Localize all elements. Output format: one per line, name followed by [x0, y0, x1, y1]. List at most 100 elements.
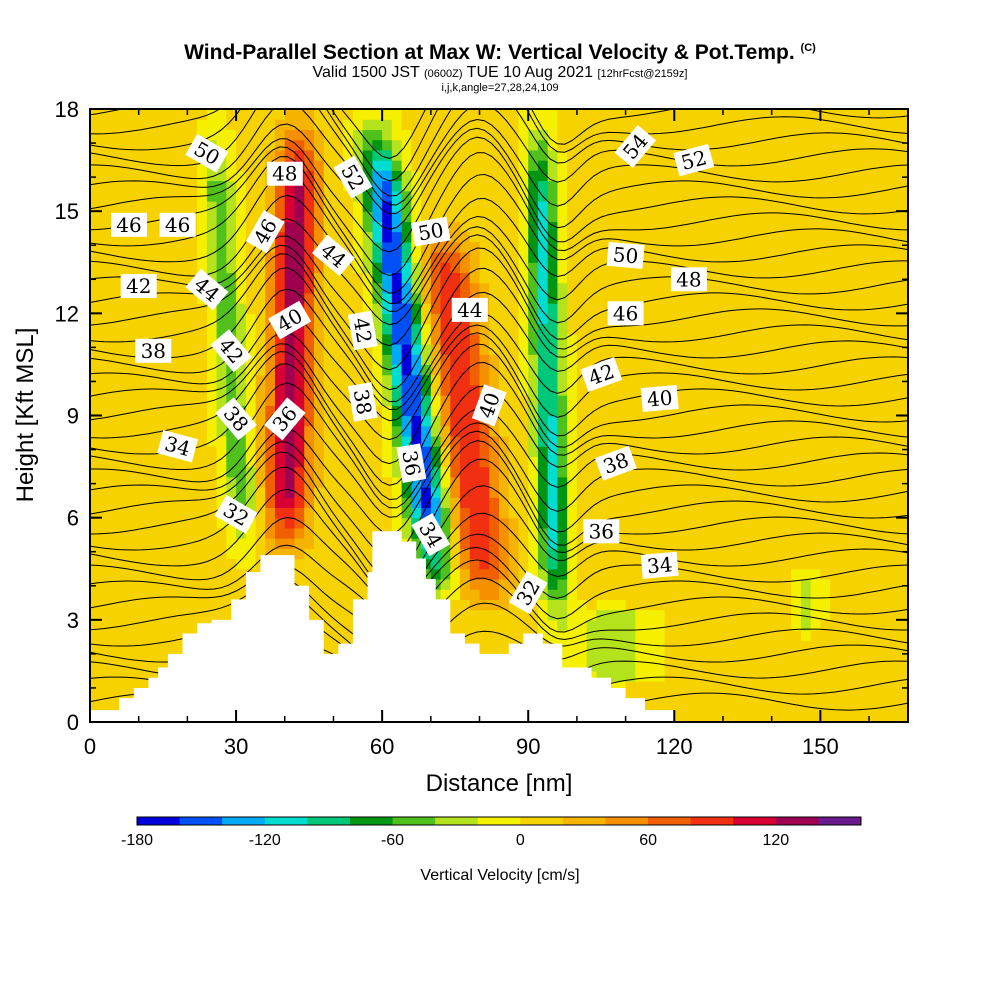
velocity-cell — [684, 691, 695, 703]
velocity-cell — [849, 609, 860, 621]
velocity-cell — [625, 599, 636, 611]
velocity-cell — [479, 333, 490, 345]
velocity-cell — [450, 374, 461, 386]
velocity-cell — [615, 660, 627, 672]
velocity-cell — [752, 343, 763, 355]
velocity-cell — [664, 282, 675, 294]
velocity-cell — [645, 517, 656, 529]
velocity-cell — [372, 190, 383, 202]
velocity-cell — [859, 343, 870, 355]
velocity-cell — [499, 435, 510, 447]
velocity-cell — [401, 384, 412, 396]
velocity-cell — [323, 497, 335, 509]
velocity-cell — [674, 548, 685, 560]
velocity-cell — [693, 446, 705, 457]
velocity-cell — [352, 282, 364, 294]
velocity-cell — [411, 180, 422, 192]
velocity-cell — [333, 558, 344, 570]
velocity-cell — [460, 343, 471, 355]
velocity-cell — [187, 497, 198, 509]
velocity-cell — [382, 282, 393, 294]
velocity-cell — [304, 180, 315, 192]
velocity-cell — [742, 170, 753, 182]
velocity-cell — [722, 282, 734, 294]
velocity-cell — [635, 497, 646, 509]
velocity-cell — [90, 527, 101, 539]
velocity-cell — [323, 589, 335, 600]
velocity-cell — [820, 609, 831, 621]
velocity-cell — [138, 415, 150, 427]
velocity-cell — [216, 160, 227, 171]
velocity-cell — [508, 129, 520, 141]
velocity-cell — [450, 517, 461, 529]
velocity-cell — [109, 589, 120, 600]
velocity-cell — [284, 129, 296, 141]
velocity-cell — [674, 241, 685, 253]
velocity-cell — [333, 466, 344, 478]
velocity-cell — [586, 589, 597, 600]
velocity-cell — [469, 262, 481, 274]
velocity-cell — [401, 415, 412, 427]
velocity-cell — [109, 527, 120, 539]
velocity-cell — [537, 548, 549, 560]
velocity-cell — [128, 446, 140, 457]
velocity-cell — [119, 190, 130, 202]
velocity-cell — [411, 200, 422, 212]
velocity-cell — [255, 487, 266, 498]
velocity-cell — [294, 456, 305, 468]
velocity-cell — [99, 538, 111, 549]
velocity-cell — [888, 272, 899, 284]
velocity-cell — [761, 405, 773, 417]
velocity-cell — [90, 129, 101, 141]
velocity-cell — [869, 681, 880, 692]
velocity-cell — [284, 435, 296, 447]
velocity-cell — [586, 630, 597, 641]
velocity-cell — [888, 609, 899, 621]
velocity-cell — [830, 395, 841, 406]
velocity-cell — [547, 180, 559, 192]
velocity-cell — [508, 435, 520, 447]
velocity-cell — [216, 527, 227, 539]
velocity-cell — [343, 517, 354, 529]
velocity-cell — [791, 466, 802, 478]
velocity-cell — [869, 405, 880, 417]
velocity-cell — [791, 180, 802, 192]
velocity-cell — [693, 364, 705, 376]
velocity-cell — [304, 384, 315, 396]
velocity-cell — [177, 231, 188, 243]
velocity-cell — [236, 211, 247, 222]
velocity-cell — [839, 538, 851, 549]
velocity-cell — [323, 446, 335, 457]
velocity-cell — [684, 507, 695, 519]
velocity-cell — [684, 558, 695, 570]
velocity-cell — [411, 160, 422, 171]
velocity-cell — [839, 200, 851, 212]
velocity-cell — [518, 180, 529, 192]
velocity-cell — [606, 487, 617, 498]
velocity-cell — [664, 333, 675, 345]
velocity-cell — [781, 221, 792, 233]
velocity-cell — [654, 435, 666, 447]
velocity-cell — [703, 384, 714, 396]
velocity-cell — [99, 548, 111, 560]
velocity-cell — [596, 670, 607, 682]
velocity-cell — [557, 456, 568, 468]
velocity-cell — [460, 599, 471, 611]
velocity-cell — [518, 487, 529, 498]
velocity-cell — [489, 497, 500, 509]
velocity-cell — [177, 487, 188, 498]
velocity-cell — [537, 517, 549, 529]
velocity-cell — [732, 211, 744, 222]
velocity-cell — [372, 374, 383, 386]
velocity-cell — [567, 619, 578, 631]
velocity-cell — [469, 354, 481, 366]
velocity-cell — [839, 630, 851, 641]
velocity-cell — [411, 139, 422, 151]
velocity-cell — [849, 190, 860, 202]
velocity-cell — [878, 527, 890, 539]
velocity-cell — [469, 558, 481, 570]
velocity-cell — [343, 476, 354, 488]
velocity-cell — [761, 701, 773, 713]
velocity-cell — [90, 149, 101, 161]
velocity-cell — [713, 333, 724, 345]
